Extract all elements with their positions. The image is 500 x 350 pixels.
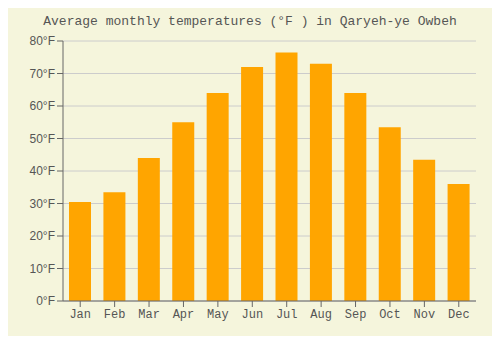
svg-text:Nov: Nov	[414, 308, 436, 322]
svg-text:Feb: Feb	[104, 308, 126, 322]
svg-text:Oct: Oct	[379, 308, 401, 322]
svg-text:Sep: Sep	[345, 308, 367, 322]
svg-text:Apr: Apr	[173, 308, 195, 322]
svg-text:70°F: 70°F	[30, 67, 55, 81]
svg-text:Mar: Mar	[138, 308, 160, 322]
svg-text:30°F: 30°F	[30, 197, 55, 211]
svg-text:40°F: 40°F	[30, 164, 55, 178]
svg-text:Aug: Aug	[310, 308, 332, 322]
svg-text:Jan: Jan	[69, 308, 91, 322]
svg-text:Jun: Jun	[241, 308, 263, 322]
svg-text:20°F: 20°F	[30, 229, 55, 243]
svg-text:Dec: Dec	[448, 308, 470, 322]
svg-text:80°F: 80°F	[30, 34, 55, 48]
svg-text:0°F: 0°F	[36, 294, 55, 308]
html-text:Average monthly temperatures (: Average monthly temperatures (°F ) in Qa…	[43, 14, 457, 29]
svg-text:10°F: 10°F	[30, 262, 55, 276]
svg-text:60°F: 60°F	[30, 99, 55, 113]
svg-text:May: May	[207, 308, 229, 322]
svg-text:Jul: Jul	[276, 308, 298, 322]
svg-text:50°F: 50°F	[30, 132, 55, 146]
